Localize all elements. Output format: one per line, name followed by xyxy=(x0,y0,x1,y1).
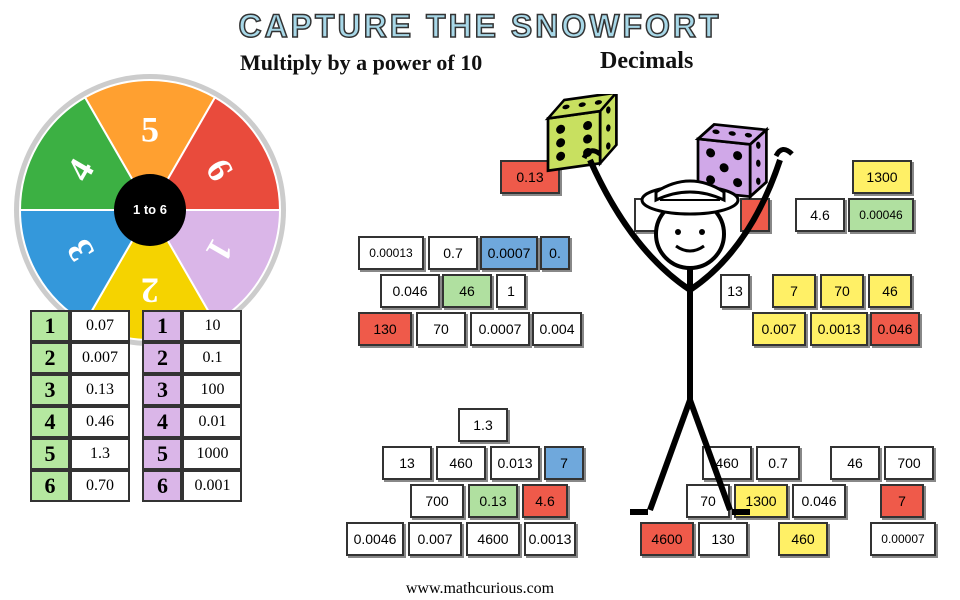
legend-value: 10 xyxy=(182,310,242,342)
stickman-character xyxy=(560,140,820,520)
legend-number: 6 xyxy=(30,470,70,502)
svg-text:5: 5 xyxy=(141,109,159,149)
brick-tile[interactable]: 0.007 xyxy=(408,522,462,556)
svg-text:2: 2 xyxy=(141,271,159,311)
legend-number: 4 xyxy=(142,406,182,438)
legend-number: 2 xyxy=(142,342,182,374)
legend-row: 51000 xyxy=(142,438,242,470)
legend-row: 110 xyxy=(142,310,242,342)
svg-text:1 to 6: 1 to 6 xyxy=(133,202,167,217)
legend-number: 3 xyxy=(142,374,182,406)
legend-number: 5 xyxy=(30,438,70,470)
legend-value: 0.001 xyxy=(182,470,242,502)
legend-value: 0.13 xyxy=(70,374,130,406)
brick-tile[interactable]: 46 xyxy=(830,446,880,480)
legend-value: 0.1 xyxy=(182,342,242,374)
legend-row: 51.3 xyxy=(30,438,130,470)
legend-row: 60.001 xyxy=(142,470,242,502)
brick-tile[interactable]: 0.0007 xyxy=(480,236,538,270)
legend-row: 10.07 xyxy=(30,310,130,342)
legend-value: 1000 xyxy=(182,438,242,470)
brick-tile[interactable]: 13 xyxy=(382,446,432,480)
legend-row: 20.007 xyxy=(30,342,130,374)
legend-row: 20.1 xyxy=(142,342,242,374)
brick-tile[interactable]: 1300 xyxy=(852,160,912,194)
legend-value: 0.70 xyxy=(70,470,130,502)
subtitle-right: Decimals xyxy=(600,48,693,75)
legend-value: 1.3 xyxy=(70,438,130,470)
legend-number: 1 xyxy=(30,310,70,342)
legend-tables: 10.0720.00730.1340.4651.360.70 11020.131… xyxy=(30,310,250,502)
brick-tile[interactable]: 4600 xyxy=(640,522,694,556)
brick-tile[interactable]: 0.7 xyxy=(428,236,478,270)
brick-tile[interactable]: 1 xyxy=(496,274,526,308)
brick-tile[interactable]: 0.046 xyxy=(870,312,920,346)
game-title: CAPTURE THE SNOWFORT xyxy=(0,8,960,45)
brick-tile[interactable]: 0.13 xyxy=(468,484,518,518)
brick-tile[interactable]: 0.00046 xyxy=(848,198,914,232)
brick-tile[interactable]: 46 xyxy=(442,274,492,308)
brick-tile[interactable]: 0.0007 xyxy=(470,312,530,346)
brick-tile[interactable]: 130 xyxy=(698,522,748,556)
legend-value: 0.007 xyxy=(70,342,130,374)
brick-tile[interactable]: 0.00007 xyxy=(870,522,936,556)
legend-value: 0.46 xyxy=(70,406,130,438)
legend-row: 60.70 xyxy=(30,470,130,502)
brick-tile[interactable]: 460 xyxy=(778,522,828,556)
legend-row: 40.01 xyxy=(142,406,242,438)
legend-number: 6 xyxy=(142,470,182,502)
brick-tile[interactable]: 130 xyxy=(358,312,412,346)
legend-number: 3 xyxy=(30,374,70,406)
legend-value: 0.07 xyxy=(70,310,130,342)
brick-tile[interactable]: 0.046 xyxy=(380,274,440,308)
legend-right: 11020.1310040.015100060.001 xyxy=(142,310,242,502)
legend-row: 3100 xyxy=(142,374,242,406)
brick-tile[interactable]: 46 xyxy=(868,274,912,308)
brick-tile[interactable]: 0.013 xyxy=(490,446,540,480)
legend-row: 40.46 xyxy=(30,406,130,438)
brick-tile[interactable]: 4600 xyxy=(466,522,520,556)
legend-row: 30.13 xyxy=(30,374,130,406)
brick-tile[interactable]: 0.0013 xyxy=(524,522,576,556)
brick-tile[interactable]: 70 xyxy=(416,312,466,346)
legend-value: 100 xyxy=(182,374,242,406)
footer-url: www.mathcurious.com xyxy=(0,580,960,598)
brick-tile[interactable]: 1.3 xyxy=(458,408,508,442)
brick-tile[interactable]: 7 xyxy=(880,484,924,518)
brick-tile[interactable]: 460 xyxy=(436,446,486,480)
legend-number: 1 xyxy=(142,310,182,342)
legend-number: 4 xyxy=(30,406,70,438)
brick-tile[interactable]: 0.00013 xyxy=(358,236,424,270)
brick-tile[interactable]: 0.0046 xyxy=(346,522,404,556)
spinner-wheel[interactable]: 5612341 to 6 xyxy=(10,70,290,350)
brick-tile[interactable]: 700 xyxy=(410,484,464,518)
brick-tile[interactable]: 700 xyxy=(884,446,934,480)
legend-number: 5 xyxy=(142,438,182,470)
brick-tile[interactable]: 70 xyxy=(820,274,864,308)
legend-number: 2 xyxy=(30,342,70,374)
legend-left: 10.0720.00730.1340.4651.360.70 xyxy=(30,310,130,502)
legend-value: 0.01 xyxy=(182,406,242,438)
